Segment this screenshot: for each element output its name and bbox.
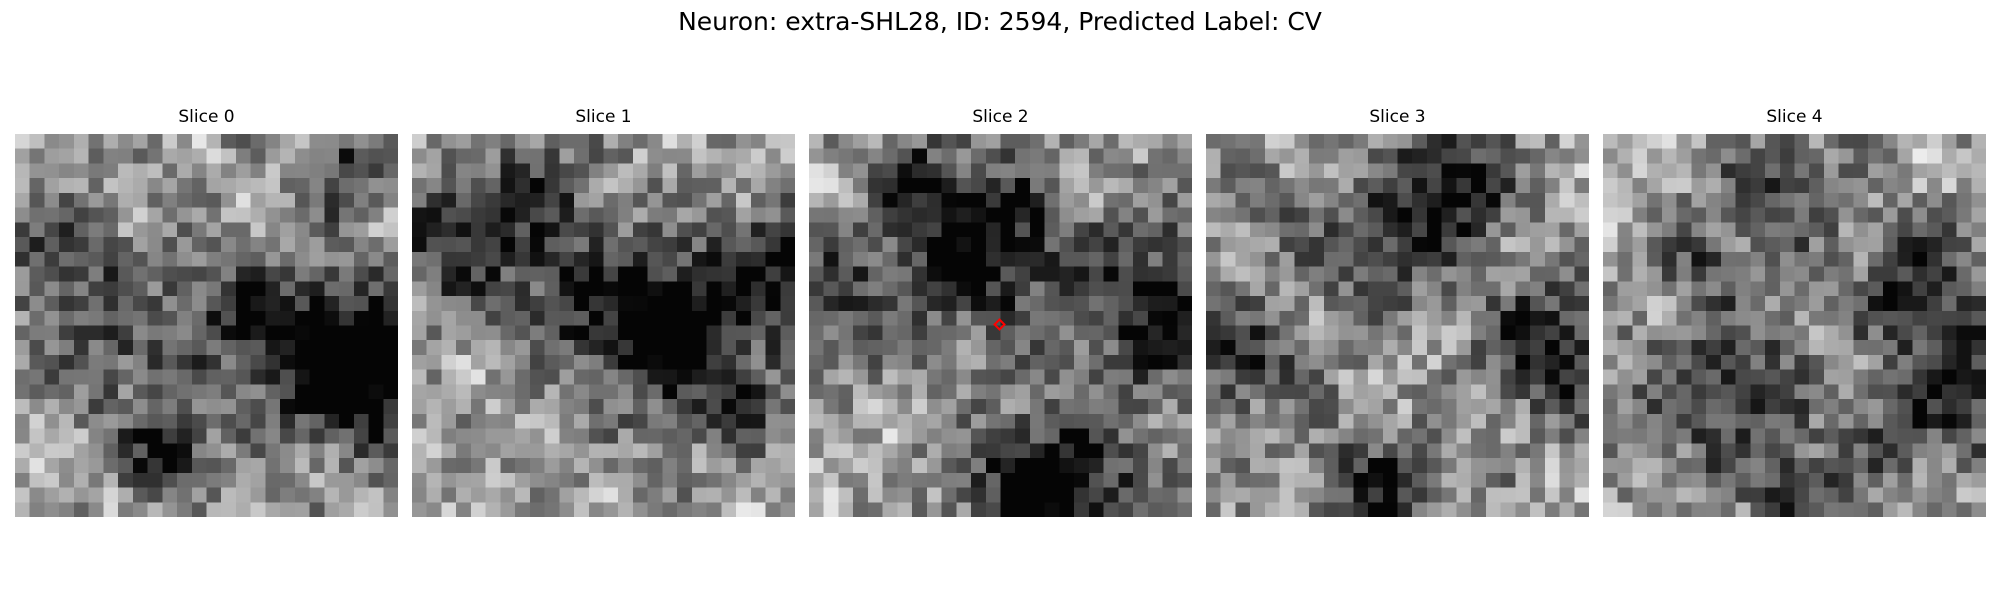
slice-title-3: Slice 3 bbox=[1369, 107, 1426, 127]
slice-image-4 bbox=[1603, 134, 1986, 517]
slice-title-4: Slice 4 bbox=[1766, 107, 1823, 127]
slice-title-2: Slice 2 bbox=[972, 107, 1029, 127]
figure-title: Neuron: extra-SHL28, ID: 2594, Predicted… bbox=[678, 7, 1322, 36]
slice-image-2 bbox=[809, 134, 1192, 517]
slice-image-1 bbox=[412, 134, 795, 517]
slice-title-0: Slice 0 bbox=[178, 107, 235, 127]
slice-title-1: Slice 1 bbox=[575, 107, 632, 127]
slice-image-3 bbox=[1206, 134, 1589, 517]
slice-image-0 bbox=[15, 134, 398, 517]
